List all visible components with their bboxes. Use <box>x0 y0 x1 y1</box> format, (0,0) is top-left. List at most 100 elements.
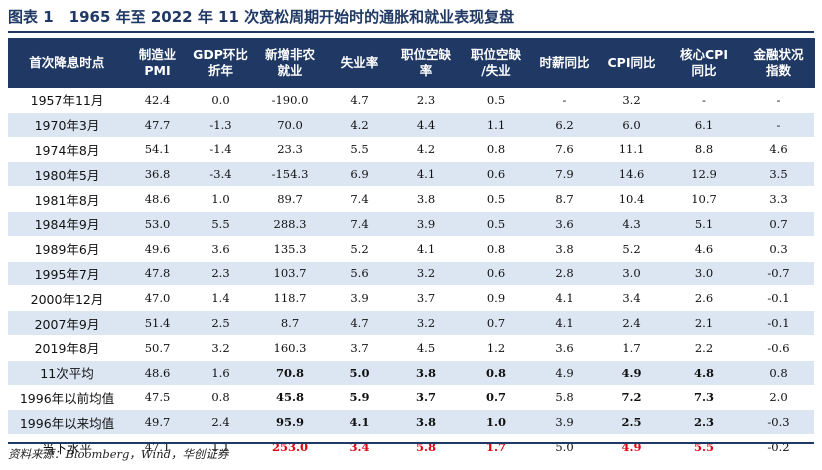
table-row: 2019年8月 50.7 3.2 160.3 3.7 4.5 1.2 3.6 1.7 2.2 -0.… <box>8 335 814 361</box>
table-cell: 0.5 <box>461 186 531 212</box>
table-cell: 3.8 <box>531 236 598 262</box>
table-cell: - <box>531 88 598 113</box>
table-cell: 2.6 <box>665 285 743 312</box>
table-cell: 0.8 <box>461 137 531 163</box>
table-cell: 3.9 <box>328 285 391 312</box>
row-label: 2007年9月 <box>8 310 126 336</box>
table-cell: 5.5 <box>328 137 391 163</box>
table-cell: 0.7 <box>743 211 814 237</box>
table-cell: 4.2 <box>328 112 391 138</box>
source-divider <box>8 442 814 444</box>
table-cell: 1.7 <box>461 434 531 460</box>
table-cell: 4.4 <box>391 112 461 138</box>
table-cell: 3.2 <box>391 261 461 287</box>
table-cell: 11.1 <box>598 137 665 163</box>
table-cell: 3.6 <box>531 211 598 237</box>
table-cell: 47.1 <box>126 434 189 460</box>
table-cell: 0.6 <box>461 161 531 188</box>
table-cell: - <box>743 112 814 138</box>
table-cell: 4.9 <box>598 360 665 386</box>
table-cell: 5.0 <box>328 360 391 386</box>
table-cell: 253.0 <box>252 434 328 460</box>
column-header: 失业率 <box>328 38 392 88</box>
table-cell: 36.8 <box>126 161 189 188</box>
table-row: 2000年12月 47.0 1.4 118.7 3.9 3.7 0.9 4.1 3.4 2.6 -0… <box>8 285 814 312</box>
table-cell: -1.4 <box>189 137 252 163</box>
table-cell: 7.4 <box>328 186 391 212</box>
table-cell: 1.0 <box>189 186 252 212</box>
table-cell: 4.1 <box>328 409 391 436</box>
table-cell: - <box>743 88 814 113</box>
table-cell: 0.7 <box>461 310 531 336</box>
column-header: 职位空缺/失业 <box>461 38 532 88</box>
table-cell: 2.4 <box>598 310 665 336</box>
row-label: 1996年以前均值 <box>8 385 126 411</box>
table-cell: 1.7 <box>598 335 665 361</box>
table-cell: -0.2 <box>743 434 814 460</box>
table-cell: 3.2 <box>391 310 461 336</box>
table-cell: -190.0 <box>252 88 328 113</box>
table-cell: 1.1 <box>461 112 531 138</box>
table-cell: 2.1 <box>665 310 743 336</box>
table-cell: 4.2 <box>391 137 461 163</box>
table-cell: 50.7 <box>126 335 189 361</box>
table-cell: 3.7 <box>391 285 461 312</box>
table-cell: 1.6 <box>189 360 252 386</box>
table-row: 1995年7月 47.8 2.3 103.7 5.6 3.2 0.6 2.8 3.0 3.0 -0.… <box>8 261 814 287</box>
table-cell: 3.6 <box>189 236 252 262</box>
table-cell: 288.3 <box>252 211 328 237</box>
table-cell: 0.7 <box>461 385 531 411</box>
table-cell: -0.6 <box>743 335 814 361</box>
row-label: 1995年7月 <box>8 261 126 287</box>
table-cell: 3.7 <box>328 335 391 361</box>
chart-title: 图表 1 1965 年至 2022 年 11 次宽松周期开始时的通胀和就业表现复… <box>8 8 515 26</box>
source-note: 资料来源：Bloomberg，Wind，华创证券 <box>8 447 229 461</box>
table-cell: - <box>665 88 743 113</box>
table-cell: 5.2 <box>598 236 665 262</box>
table-cell: 4.8 <box>665 360 743 386</box>
table-cell: 54.1 <box>126 137 189 163</box>
table-cell: 51.4 <box>126 310 189 336</box>
row-label: 2019年8月 <box>8 335 126 361</box>
title-divider <box>8 31 814 33</box>
table-cell: 89.7 <box>252 186 328 212</box>
table-cell: 4.1 <box>391 161 461 188</box>
table-cell: 3.8 <box>391 186 461 212</box>
table-row: 1996年以前均值 47.5 0.8 45.8 5.9 3.7 0.7 5.8 7.2 7.3 2.… <box>8 385 814 411</box>
table-cell: -0.7 <box>743 261 814 287</box>
table-cell: 3.9 <box>391 211 461 237</box>
table-cell: 7.2 <box>598 385 665 411</box>
table-cell: 3.9 <box>531 409 598 436</box>
column-header: 职位空缺率 <box>391 38 462 88</box>
table-cell: 4.7 <box>328 88 391 113</box>
row-label: 1984年9月 <box>8 211 126 237</box>
table-cell: 4.6 <box>743 137 814 163</box>
table-cell: 118.7 <box>252 285 328 312</box>
table-cell: 47.8 <box>126 261 189 287</box>
table-cell: 3.8 <box>391 360 461 386</box>
table-cell: 5.5 <box>665 434 743 460</box>
table-cell: 4.5 <box>391 335 461 361</box>
table-cell: 5.8 <box>531 385 598 411</box>
table-cell: 2.2 <box>665 335 743 361</box>
table-cell: 5.5 <box>189 211 252 237</box>
table-cell: 5.2 <box>328 236 391 262</box>
table-cell: 6.9 <box>328 161 391 188</box>
table-row: 1957年11月 42.4 0.0 -190.0 4.7 2.3 0.5-3.2- - <box>8 88 814 113</box>
table-cell: 5.1 <box>665 211 743 237</box>
table-cell: 0.9 <box>461 285 531 312</box>
table-cell: 0.6 <box>461 261 531 287</box>
table-cell: 8.8 <box>665 137 743 163</box>
table-cell: 160.3 <box>252 335 328 361</box>
table-cell: 0.8 <box>743 360 814 386</box>
table-cell: 4.6 <box>665 236 743 262</box>
table-cell: 3.4 <box>328 434 391 460</box>
table-row: 1970年3月 47.7 -1.3 70.0 4.2 4.4 1.1 6.2 6.0 6.1- <box>8 112 814 138</box>
table-cell: 4.9 <box>598 434 665 460</box>
table-cell: 48.6 <box>126 186 189 212</box>
table-cell: 23.3 <box>252 137 328 163</box>
row-label: 1996年以来均值 <box>8 409 126 436</box>
table-cell: 5.0 <box>531 434 598 460</box>
table-cell: 49.7 <box>126 409 189 436</box>
table-row: 1974年8月 54.1 -1.4 23.3 5.5 4.2 0.8 7.6 11.1 8.8 4.… <box>8 137 814 163</box>
